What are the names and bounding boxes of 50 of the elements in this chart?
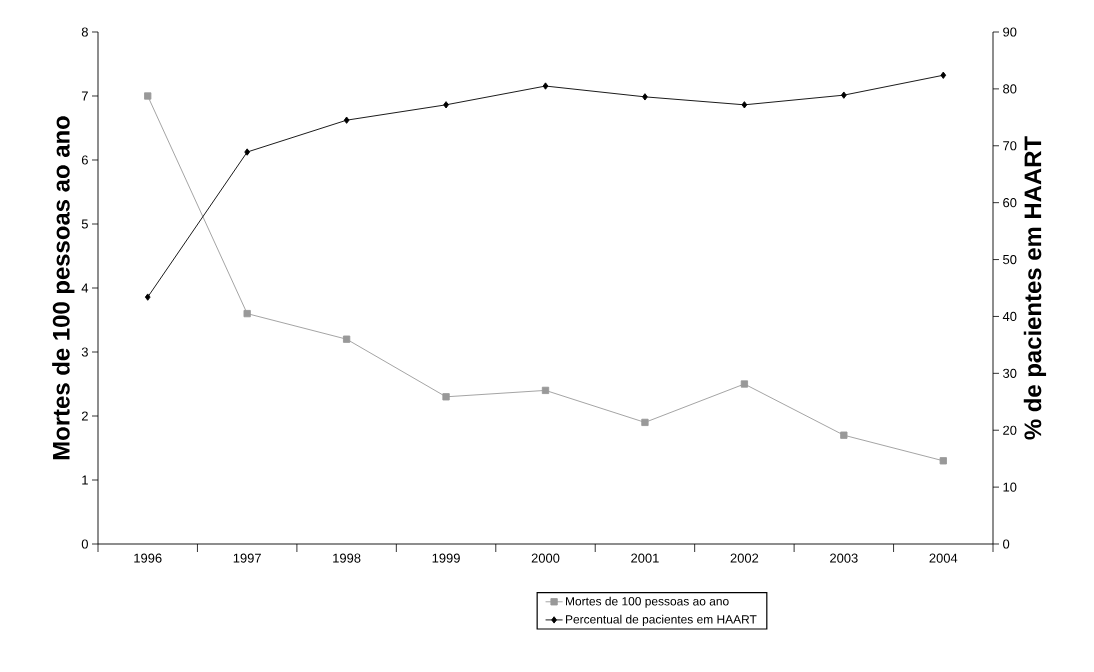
x-tick-label: 1998 [333,553,361,563]
point [740,380,749,388]
y-tick-label: 6 [81,155,88,165]
x-tick-label: 2000 [531,553,560,563]
point [343,116,350,124]
y2-tick-label: 0 [1003,539,1010,549]
legend-label: Mortes de 100 pessoas ao ano [566,596,729,608]
point [244,148,251,156]
y2-tick-label: 80 [1003,84,1017,94]
x-tick-label: 2001 [631,553,659,563]
y2-tick-label: 20 [1003,425,1017,435]
y-tick-label: 5 [81,219,88,229]
y2-tick-label: 10 [1003,482,1017,492]
point [642,93,648,101]
y2-tick-label: 30 [1003,368,1017,378]
point [144,293,151,301]
point [841,91,847,99]
y-tick-label: 4 [81,283,89,293]
x-tick-label: 2003 [830,553,858,563]
x-tick-label: 1997 [233,553,261,563]
y-tick-label: 8 [81,27,88,37]
y2-tick-label: 70 [1003,141,1017,151]
point [939,457,947,465]
y-tick-label: 1 [82,475,88,485]
x-tick-label: 1999 [432,553,460,563]
y2-tick-label: 90 [1003,27,1017,37]
y2-tick-label: 60 [1003,198,1017,208]
point [840,431,848,439]
y-tick-label: 7 [81,91,88,101]
y2-tick-label: 40 [1002,311,1017,322]
point [641,418,649,427]
y-tick-label: 2 [81,411,88,421]
y-axis-title: Mortes de 100 pessoas ao ano [52,116,75,460]
point [342,335,351,343]
point [741,101,748,109]
point [542,82,549,90]
x-tick-label: 2004 [929,553,958,563]
point [541,386,550,395]
y-tick-label: 0 [81,539,88,549]
x-tick-label: 1996 [134,553,162,563]
y-tick-label: 3 [81,347,88,357]
point [940,71,947,79]
x-tick-label: 2002 [730,553,759,563]
point [443,101,449,109]
point [144,92,152,100]
legend-label: Percentual de pacientes em HAART [566,614,757,626]
point [442,393,450,401]
y2-axis-title: % de pacientes em HAART [1023,136,1047,440]
point [243,309,251,318]
y2-tick-label: 50 [1003,254,1017,265]
